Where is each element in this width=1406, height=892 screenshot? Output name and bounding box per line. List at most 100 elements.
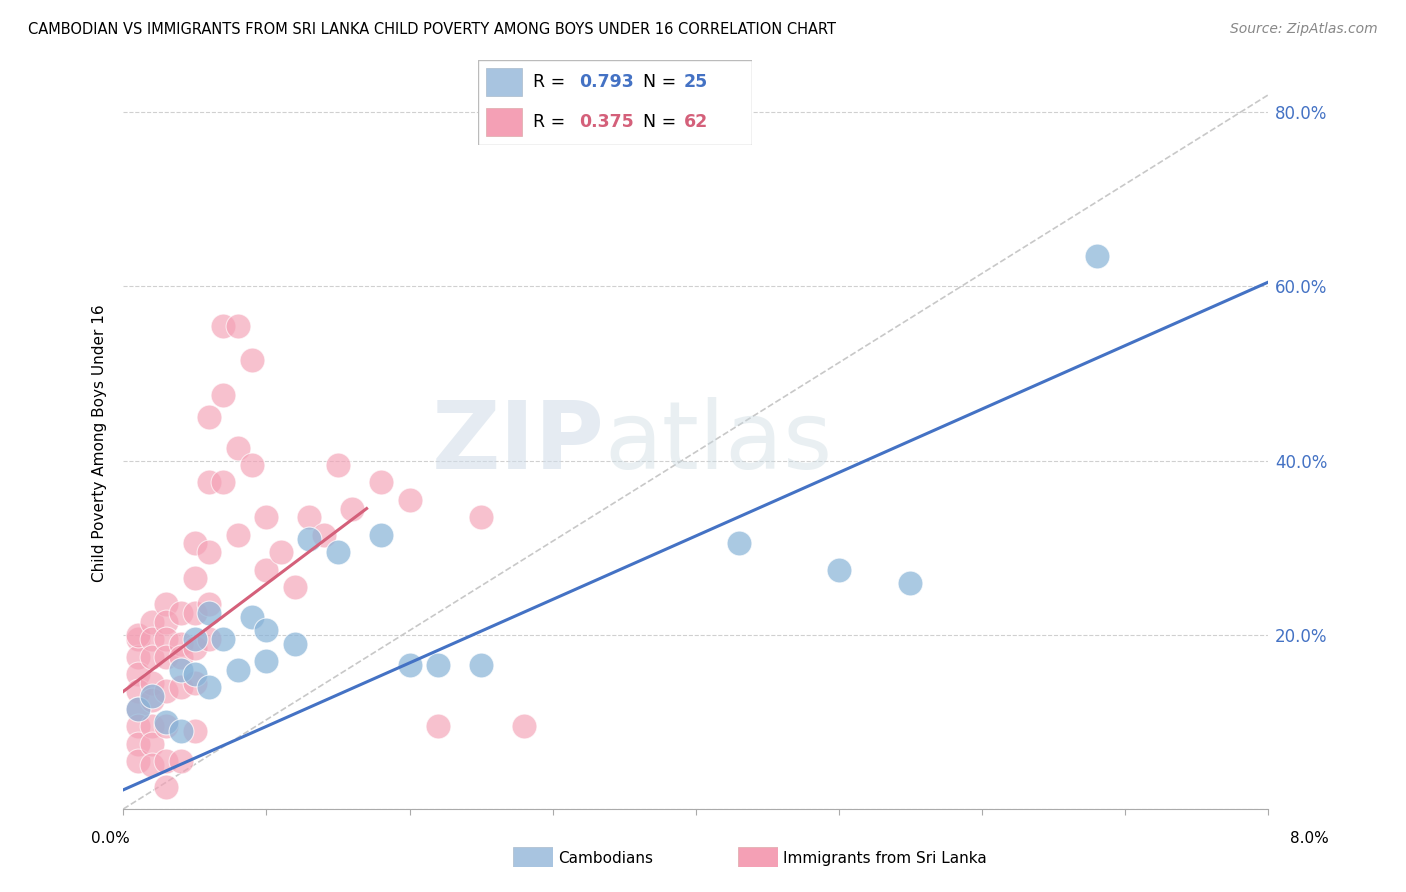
Text: 25: 25: [683, 73, 707, 91]
Text: N =: N =: [643, 113, 682, 131]
Point: [198, 545, 221, 559]
Text: 0.793: 0.793: [579, 73, 634, 91]
Point: [513, 719, 536, 733]
Point: [900, 575, 922, 590]
Point: [270, 545, 292, 559]
Point: [470, 658, 492, 673]
Point: [169, 723, 191, 738]
Point: [470, 510, 492, 524]
Point: [254, 510, 277, 524]
Point: [141, 615, 163, 629]
Point: [184, 640, 207, 655]
Point: [184, 536, 207, 550]
Point: [370, 527, 392, 541]
Point: [169, 649, 191, 664]
Point: [184, 632, 207, 647]
Point: [312, 527, 335, 541]
Point: [226, 527, 249, 541]
Point: [127, 667, 149, 681]
Point: [184, 571, 207, 585]
Point: [370, 475, 392, 490]
Text: 8.0%: 8.0%: [1289, 831, 1329, 846]
Point: [127, 628, 149, 642]
Point: [184, 606, 207, 620]
Point: [141, 689, 163, 703]
Text: CAMBODIAN VS IMMIGRANTS FROM SRI LANKA CHILD POVERTY AMONG BOYS UNDER 16 CORRELA: CAMBODIAN VS IMMIGRANTS FROM SRI LANKA C…: [28, 22, 837, 37]
Point: [284, 636, 307, 650]
Text: 0.0%: 0.0%: [91, 831, 131, 846]
Text: 62: 62: [683, 113, 707, 131]
Point: [127, 649, 149, 664]
Point: [427, 658, 450, 673]
Y-axis label: Child Poverty Among Boys Under 16: Child Poverty Among Boys Under 16: [93, 304, 107, 582]
Point: [155, 684, 177, 698]
Point: [127, 719, 149, 733]
Text: Immigrants from Sri Lanka: Immigrants from Sri Lanka: [783, 851, 987, 865]
Point: [828, 562, 851, 576]
Point: [284, 580, 307, 594]
Point: [1085, 249, 1108, 263]
Point: [127, 737, 149, 751]
Point: [398, 658, 420, 673]
Point: [326, 545, 349, 559]
Bar: [486, 69, 522, 96]
Point: [254, 624, 277, 638]
Point: [169, 636, 191, 650]
Point: [155, 754, 177, 768]
Point: [184, 723, 207, 738]
Point: [727, 536, 749, 550]
Point: [127, 754, 149, 768]
Point: [141, 758, 163, 772]
Point: [326, 458, 349, 472]
Point: [240, 353, 263, 368]
Point: [141, 632, 163, 647]
Point: [127, 702, 149, 716]
Point: [298, 510, 321, 524]
Point: [226, 663, 249, 677]
Point: [141, 649, 163, 664]
Point: [169, 754, 191, 768]
Point: [155, 615, 177, 629]
Point: [212, 318, 235, 333]
Point: [212, 475, 235, 490]
Point: [212, 632, 235, 647]
Point: [226, 318, 249, 333]
Point: [398, 492, 420, 507]
Point: [198, 475, 221, 490]
Point: [169, 680, 191, 694]
Point: [198, 632, 221, 647]
Point: [184, 675, 207, 690]
Text: 0.375: 0.375: [579, 113, 634, 131]
Point: [155, 719, 177, 733]
Point: [240, 610, 263, 624]
Point: [127, 684, 149, 698]
Text: N =: N =: [643, 73, 682, 91]
Point: [141, 737, 163, 751]
Text: Cambodians: Cambodians: [558, 851, 654, 865]
Point: [155, 714, 177, 729]
Point: [155, 632, 177, 647]
Point: [155, 598, 177, 612]
Point: [184, 667, 207, 681]
Point: [141, 693, 163, 707]
Bar: [486, 108, 522, 136]
Point: [198, 598, 221, 612]
Text: Source: ZipAtlas.com: Source: ZipAtlas.com: [1230, 22, 1378, 37]
Point: [155, 780, 177, 795]
Point: [240, 458, 263, 472]
Text: R =: R =: [533, 73, 571, 91]
Point: [155, 649, 177, 664]
Text: R =: R =: [533, 113, 571, 131]
Point: [141, 675, 163, 690]
Point: [169, 606, 191, 620]
Point: [198, 410, 221, 425]
Point: [127, 632, 149, 647]
Point: [254, 562, 277, 576]
Point: [298, 532, 321, 546]
Point: [198, 606, 221, 620]
Text: atlas: atlas: [605, 397, 832, 489]
Point: [127, 702, 149, 716]
Point: [342, 501, 364, 516]
Point: [141, 719, 163, 733]
Point: [427, 719, 450, 733]
